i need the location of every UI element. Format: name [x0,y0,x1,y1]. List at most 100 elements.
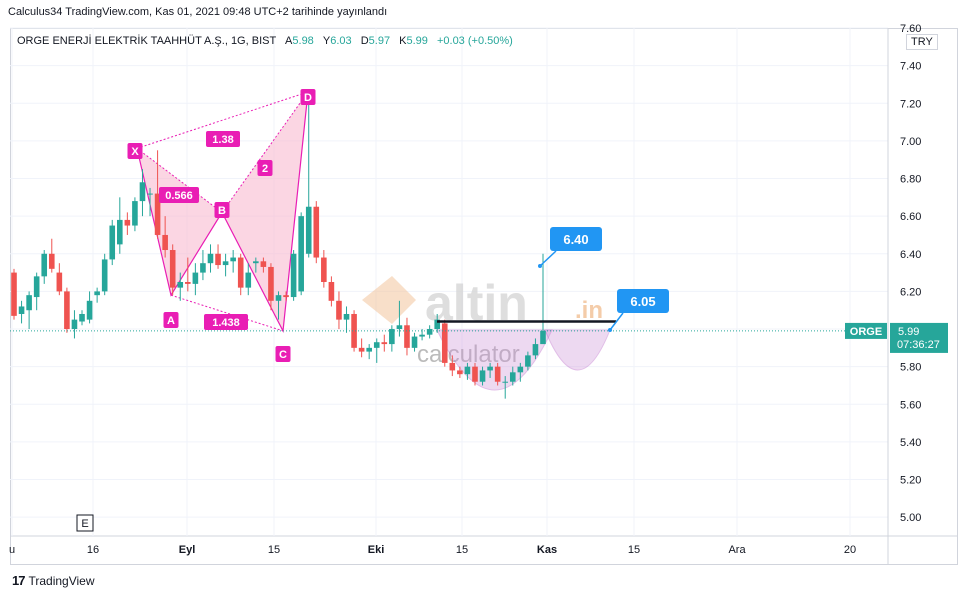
candle-body [215,253,221,266]
candle-body [237,257,244,288]
x-tick-label: 15 [628,544,640,556]
ratio-label-xd: 1.38 [212,134,233,146]
candle-body [540,330,546,345]
candle-body [230,257,236,262]
low-value: 5.97 [368,35,391,47]
ratio-label-ac: 1.438 [212,317,240,329]
candle-body [464,366,471,375]
ratio-label-bd: 2 [262,163,268,175]
candle-body [41,253,48,277]
x-tick-label: 20 [844,544,856,556]
open-label: A [285,35,293,47]
open-value: 5.98 [292,35,314,47]
price-tag-price: 5.99 [898,326,919,338]
y-tick-label: 5.40 [900,437,921,449]
candle-body [298,216,304,292]
candle-body [124,219,131,226]
candle-body [358,347,365,352]
target-label-1-box [550,227,602,251]
ratio-label-ac-box [204,314,248,330]
cup-shape [436,329,553,391]
pattern-xb-ratio-line [136,148,223,213]
target-label-2-leader [609,312,624,331]
currency-button[interactable]: TRY [906,34,938,50]
pattern-label-c-box [275,346,291,362]
candle-body [472,366,478,382]
symbol-legend: ORGE ENERJİ ELEKTRİK TAAHHÜT A.Ş., 1G, B… [17,35,513,47]
candle-body [245,272,252,288]
high-value: 6.03 [330,35,352,47]
candle-body [396,325,403,330]
x-tick-label: Eki [368,544,385,556]
pattern-label-x: X [131,146,139,158]
pattern-label-d: D [304,92,312,104]
candle-body [441,323,448,363]
candle-body [502,381,509,383]
publication-line: Calculus34 TradingView.com, Kas 01, 2021… [8,6,388,18]
price-tag-countdown: 07:36:27 [897,339,940,351]
low-label: D [360,35,369,47]
y-tick-label: 6.80 [900,174,921,186]
y-tick-label: 5.00 [900,512,921,524]
candle-body [79,313,85,322]
pattern-bd-ratio-line [221,91,309,213]
pattern-bcd-fill [222,91,308,331]
candle-body [479,370,486,382]
events-marker: E [81,518,88,530]
candle-body [509,372,516,382]
candle-body [169,250,176,288]
pattern-xab-fill [137,148,222,296]
y-tick-label: 7.20 [900,98,921,110]
target-label-1-anchor [538,264,542,268]
y-tick-label: 6.20 [900,286,921,298]
candle-body [434,319,440,330]
y-tick-label: 6.60 [900,211,921,223]
candle-body [487,366,493,371]
candle-body [154,193,161,235]
price-tag-box [890,322,948,353]
watermark-logo-icon [362,276,416,324]
x-tick-label: Kas [537,544,557,556]
candle-body [64,291,70,330]
candle-body [11,272,17,316]
target-label-2-box [617,289,669,313]
x-tick-label: 16 [87,544,99,556]
candle-body [132,201,138,226]
x-tick-label: u [9,544,15,556]
close-value: 5.99 [406,35,428,47]
target-label-1: 6.40 [563,232,588,247]
y-tick-label: 5.20 [900,475,921,487]
candle-body [268,266,274,301]
target-label-2-anchor [608,328,612,332]
candle-body [71,319,78,330]
candle-body [94,291,100,296]
candle-body [162,234,168,251]
footer-brand[interactable]: TradingView [28,573,95,588]
ratio-label-xb-box [159,187,199,203]
price-tag-symbol: ORGE [850,326,882,338]
candle-body [33,276,40,298]
candle-body [389,329,395,345]
candle-body [419,334,425,337]
x-tick-label: Ara [728,544,746,556]
candle-body [18,306,25,314]
candle-body [101,259,108,292]
candle-body [404,325,410,348]
y-tick-label: 5.60 [900,399,921,411]
high-label: Y [322,35,331,47]
ratio-label-xb: 0.566 [165,190,193,202]
footer: 17 TradingView [12,573,95,588]
candle-body [177,282,184,288]
candle-body [260,261,267,267]
ratio-label-xd-box [206,131,240,147]
candle-body [192,272,199,284]
candle-body [426,329,433,335]
y-tick-label: 5.80 [900,362,921,374]
candle-body [328,282,335,301]
events-marker-box [76,514,94,532]
candle-body [200,263,206,273]
x-tick-label: Eyl [179,544,196,556]
close-label: K [399,35,407,47]
pattern-label-b-box [214,202,230,218]
